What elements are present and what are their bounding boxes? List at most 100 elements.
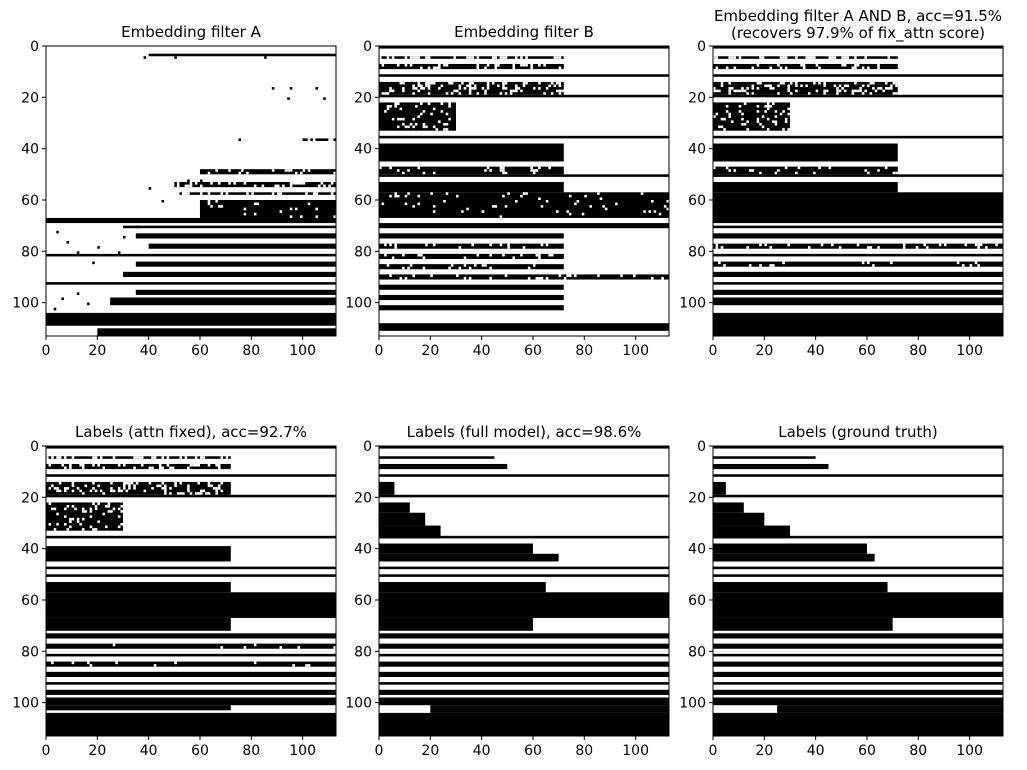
heatmap-gap <box>445 128 449 131</box>
heatmap-gap <box>556 56 559 59</box>
heatmap-gap <box>535 169 539 172</box>
heatmap-gap <box>69 520 72 523</box>
x-tick-label: 0 <box>375 343 384 359</box>
heatmap-band <box>713 135 1003 139</box>
y-tick-label: 20 <box>354 490 372 506</box>
heatmap-band <box>713 446 1003 449</box>
heatmap-gap <box>471 56 474 59</box>
heatmap-band <box>713 261 1003 267</box>
heatmap-gap <box>795 56 798 59</box>
heatmap-gap <box>661 276 664 280</box>
heatmap-gap <box>207 199 211 203</box>
heatmap-gap <box>715 246 719 249</box>
heatmap-gap <box>228 169 231 172</box>
heatmap-band <box>379 502 410 513</box>
heatmap-gap <box>766 128 770 131</box>
heatmap-gap <box>76 487 80 490</box>
heatmap-gap <box>102 466 106 470</box>
heatmap-band <box>46 653 336 657</box>
heatmap-gap <box>723 117 726 121</box>
heatmap-gap <box>241 169 244 172</box>
heatmap-band <box>379 512 426 526</box>
heatmap-gap <box>284 169 288 172</box>
heatmap-gap <box>507 246 510 249</box>
heatmap-gap <box>884 87 888 90</box>
heatmap-gap <box>471 81 474 85</box>
heatmap-gap <box>759 243 762 247</box>
heatmap-gap <box>841 87 844 90</box>
heatmap-dot <box>143 56 147 59</box>
heatmap-gap <box>79 463 82 467</box>
heatmap-gap <box>394 246 397 249</box>
heatmap-gap <box>995 243 998 247</box>
heatmap-gap <box>125 481 129 485</box>
heatmap-gap <box>777 63 780 67</box>
heatmap-gap <box>604 207 608 211</box>
heatmap-gap <box>71 489 75 493</box>
heatmap-band <box>379 284 564 290</box>
heatmap-gap <box>807 56 811 59</box>
heatmap-dot <box>61 297 64 301</box>
x-tick-label: 100 <box>289 343 316 359</box>
heatmap-gap <box>294 171 298 175</box>
heatmap-gap <box>532 169 536 172</box>
heatmap-gap <box>902 243 906 247</box>
heatmap-gap <box>558 84 562 88</box>
heatmap-gap <box>784 66 788 70</box>
heatmap-band <box>713 682 1003 685</box>
heatmap-gap <box>589 205 593 208</box>
heatmap-gap <box>504 205 508 208</box>
heatmap-band <box>379 582 546 593</box>
heatmap-gap <box>207 484 211 488</box>
heatmap-gap <box>841 56 844 59</box>
heatmap-gap <box>389 194 392 198</box>
heatmap-gap <box>384 253 387 257</box>
heatmap-gap <box>396 169 400 172</box>
x-tick-label: 80 <box>242 343 260 359</box>
y-tick-label: 100 <box>679 696 706 712</box>
heatmap-gap <box>890 84 893 88</box>
heatmap-gap <box>746 120 749 123</box>
heatmap-gap <box>120 510 123 513</box>
heatmap-gap <box>484 264 487 267</box>
heatmap-gap <box>305 192 308 195</box>
y-tick-label: 60 <box>688 593 706 609</box>
heatmap-gap <box>831 243 834 247</box>
heatmap-gap <box>550 92 554 95</box>
heatmap-gap <box>430 274 433 277</box>
heatmap-gap <box>220 646 224 649</box>
heatmap-gap <box>46 456 49 459</box>
heatmap-gap <box>784 117 788 121</box>
y-tick-label: 0 <box>363 39 372 55</box>
heatmap-gap <box>274 184 277 188</box>
heatmap-band <box>46 463 231 470</box>
heatmap-gap <box>527 276 531 280</box>
heatmap-gap <box>207 192 211 195</box>
heatmap-gap <box>866 246 870 249</box>
heatmap-gap <box>764 105 767 108</box>
heatmap-band <box>379 682 669 685</box>
heatmap-band <box>713 566 1003 570</box>
x-tick-label: 40 <box>473 743 491 759</box>
heatmap-gap <box>556 89 559 93</box>
heatmap-gap <box>422 256 426 260</box>
heatmap-gap <box>412 84 415 88</box>
heatmap-gap <box>756 87 760 90</box>
heatmap-gap <box>746 246 749 249</box>
heatmap-gap <box>810 56 814 59</box>
heatmap-gap <box>51 507 54 511</box>
heatmap-gap <box>512 66 516 70</box>
heatmap-gap <box>81 517 85 521</box>
y-tick-label: 100 <box>679 296 706 312</box>
heatmap-gap <box>71 481 75 485</box>
heatmap-gap <box>438 66 441 70</box>
heatmap-gap <box>861 261 865 265</box>
heatmap-gap <box>985 246 988 249</box>
heatmap-band <box>713 653 1003 657</box>
heatmap-gap <box>538 256 541 260</box>
heatmap-gap <box>797 166 801 170</box>
heatmap-gap <box>836 87 839 90</box>
heatmap-band <box>379 264 564 270</box>
heatmap-gap <box>412 92 415 95</box>
heatmap-gap <box>140 463 144 467</box>
